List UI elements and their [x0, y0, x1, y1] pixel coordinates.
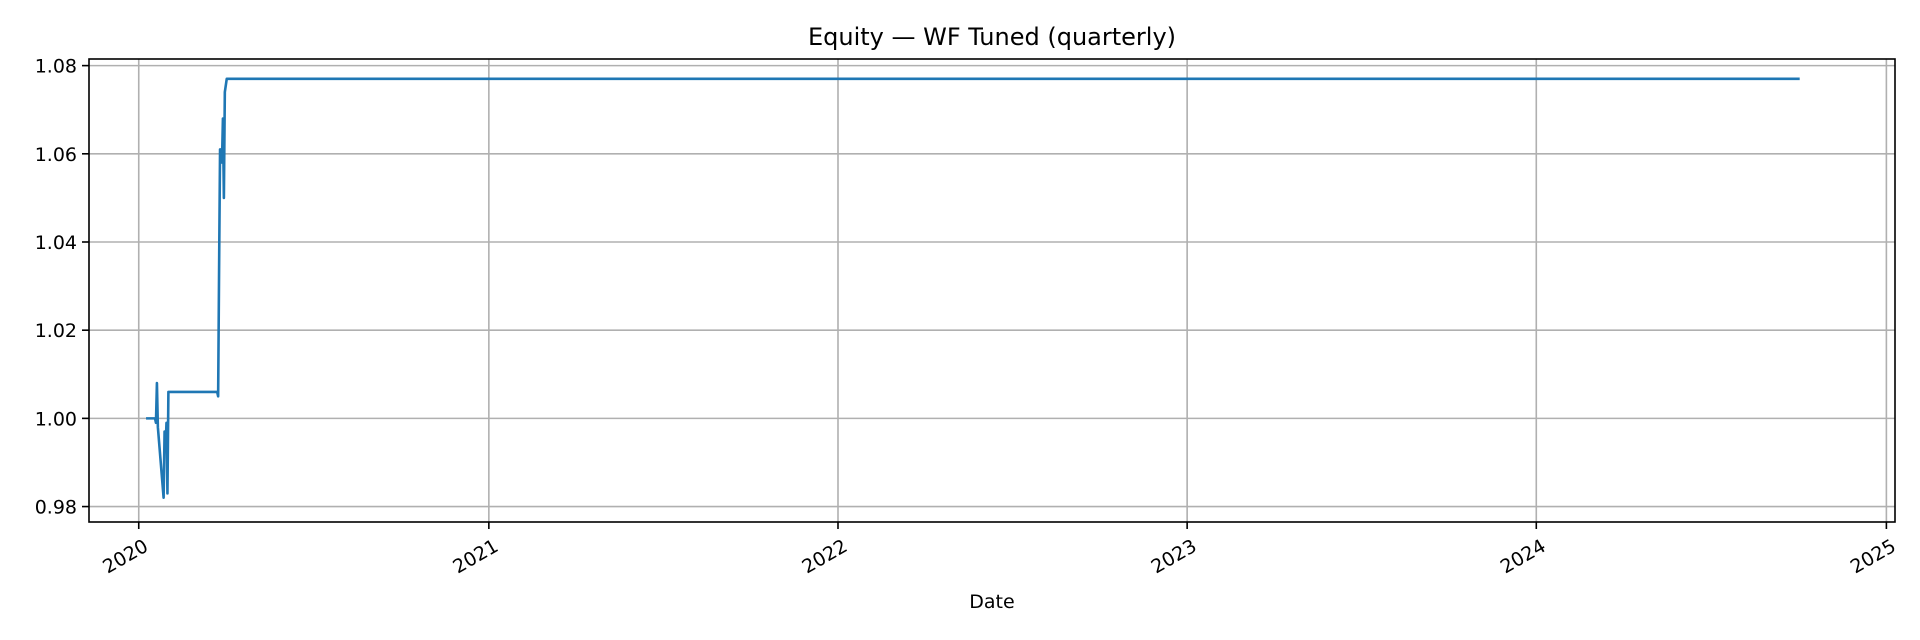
y-tick-label: 1.02 [35, 320, 77, 342]
grid-layer [89, 59, 1895, 522]
y-tick-label: 1.00 [35, 408, 77, 430]
y-tick-label: 1.06 [35, 144, 77, 166]
chart-title: Equity — WF Tuned (quarterly) [808, 23, 1176, 51]
x-tick-label: 2024 [1497, 535, 1550, 578]
tick-layer: 2020 2021 2022 2023 2024 2025 0.98 1.00 1.02 1.04… [35, 56, 1900, 579]
x-tick-label: 2022 [798, 535, 851, 578]
plot-frame [88, 58, 1896, 523]
series-layer [146, 77, 1800, 500]
x-tick-label: 2025 [1847, 535, 1900, 578]
x-tick-label: 2023 [1148, 535, 1201, 578]
x-tick-label: 2020 [99, 535, 152, 578]
x-axis-title: Date [969, 591, 1014, 613]
y-tick-label: 0.98 [35, 497, 77, 519]
x-tick-label: 2021 [449, 535, 502, 578]
y-tick-label: 1.08 [35, 56, 77, 78]
y-tick-label: 1.04 [35, 232, 77, 254]
equity-series-line [146, 77, 1800, 500]
